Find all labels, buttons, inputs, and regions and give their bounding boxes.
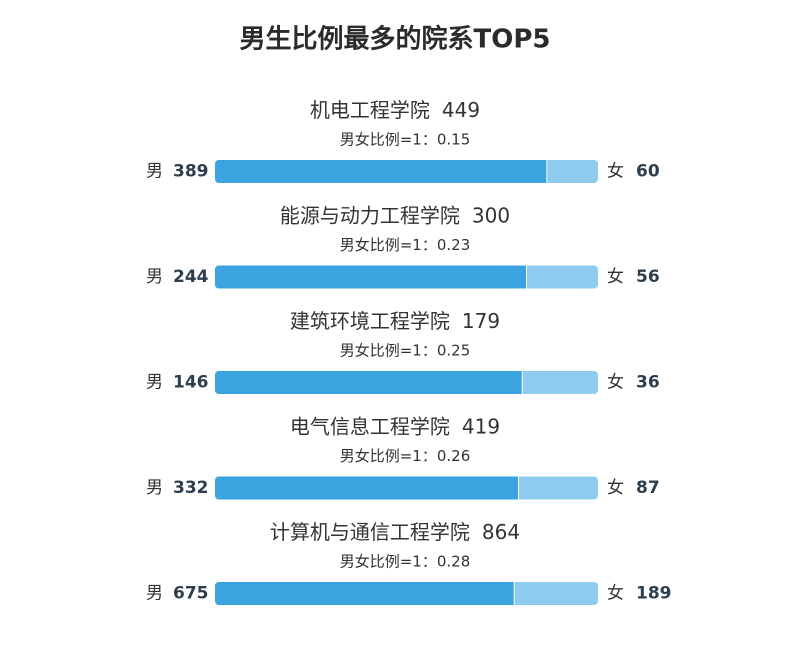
series-label: 女 — [607, 584, 624, 604]
bar-segment — [215, 582, 515, 605]
category-label: 建筑环境工程学院 179 — [290, 309, 500, 333]
category-label: 机电工程学院 449 — [310, 98, 480, 122]
series-label: 女 — [607, 162, 624, 182]
bar-segment-join — [514, 476, 519, 500]
series-label: 女 — [607, 373, 624, 393]
total-label: 300 — [472, 203, 510, 227]
category-name: 计算机与通信工程学院 — [270, 520, 470, 544]
chart-title: 男生比例最多的院系TOP5 — [240, 24, 551, 55]
value-label: 189 — [636, 584, 672, 604]
bar-segment-join — [522, 265, 527, 289]
series-label: 男 — [146, 162, 163, 182]
ratio-label: 男女比例=1：0.15 — [340, 131, 471, 149]
total-label: 449 — [442, 98, 480, 122]
value-label: 36 — [636, 373, 660, 393]
bar-segment — [215, 160, 547, 183]
value-label: 675 — [173, 584, 209, 604]
value-label: 389 — [173, 162, 209, 182]
value-label: 56 — [636, 267, 660, 287]
category-name: 建筑环境工程学院 — [290, 309, 450, 333]
bar-segment-join — [518, 371, 523, 394]
total-label: 419 — [462, 414, 500, 438]
ratio-label: 男女比例=1：0.23 — [340, 236, 471, 254]
category-label: 能源与动力工程学院 300 — [280, 203, 510, 227]
value-label: 332 — [173, 478, 209, 498]
category-name: 能源与动力工程学院 — [280, 203, 460, 227]
series-label: 女 — [607, 478, 624, 498]
value-label: 60 — [636, 162, 660, 182]
series-label: 男 — [146, 267, 163, 287]
category-name: 机电工程学院 — [310, 98, 430, 122]
bar-segment-join — [542, 160, 547, 183]
total-label: 864 — [482, 520, 520, 544]
value-label: 87 — [636, 478, 660, 498]
ratio-label: 男女比例=1：0.26 — [340, 447, 471, 465]
ratio-label: 男女比例=1：0.28 — [340, 553, 471, 571]
bar-segment — [215, 265, 527, 289]
series-label: 男 — [146, 584, 163, 604]
value-label: 146 — [173, 373, 209, 393]
bar-segment-join — [510, 582, 515, 605]
series-label: 男 — [146, 373, 163, 393]
category-label: 电气信息工程学院 419 — [290, 414, 500, 438]
ratio-label: 男女比例=1：0.25 — [340, 342, 471, 360]
bar-segment — [215, 476, 519, 500]
bar-segment — [215, 371, 523, 394]
total-label: 179 — [462, 309, 500, 333]
category-label: 计算机与通信工程学院 864 — [270, 520, 520, 544]
series-label: 女 — [607, 267, 624, 287]
value-label: 244 — [173, 267, 209, 287]
series-label: 男 — [146, 478, 163, 498]
category-name: 电气信息工程学院 — [290, 414, 450, 438]
